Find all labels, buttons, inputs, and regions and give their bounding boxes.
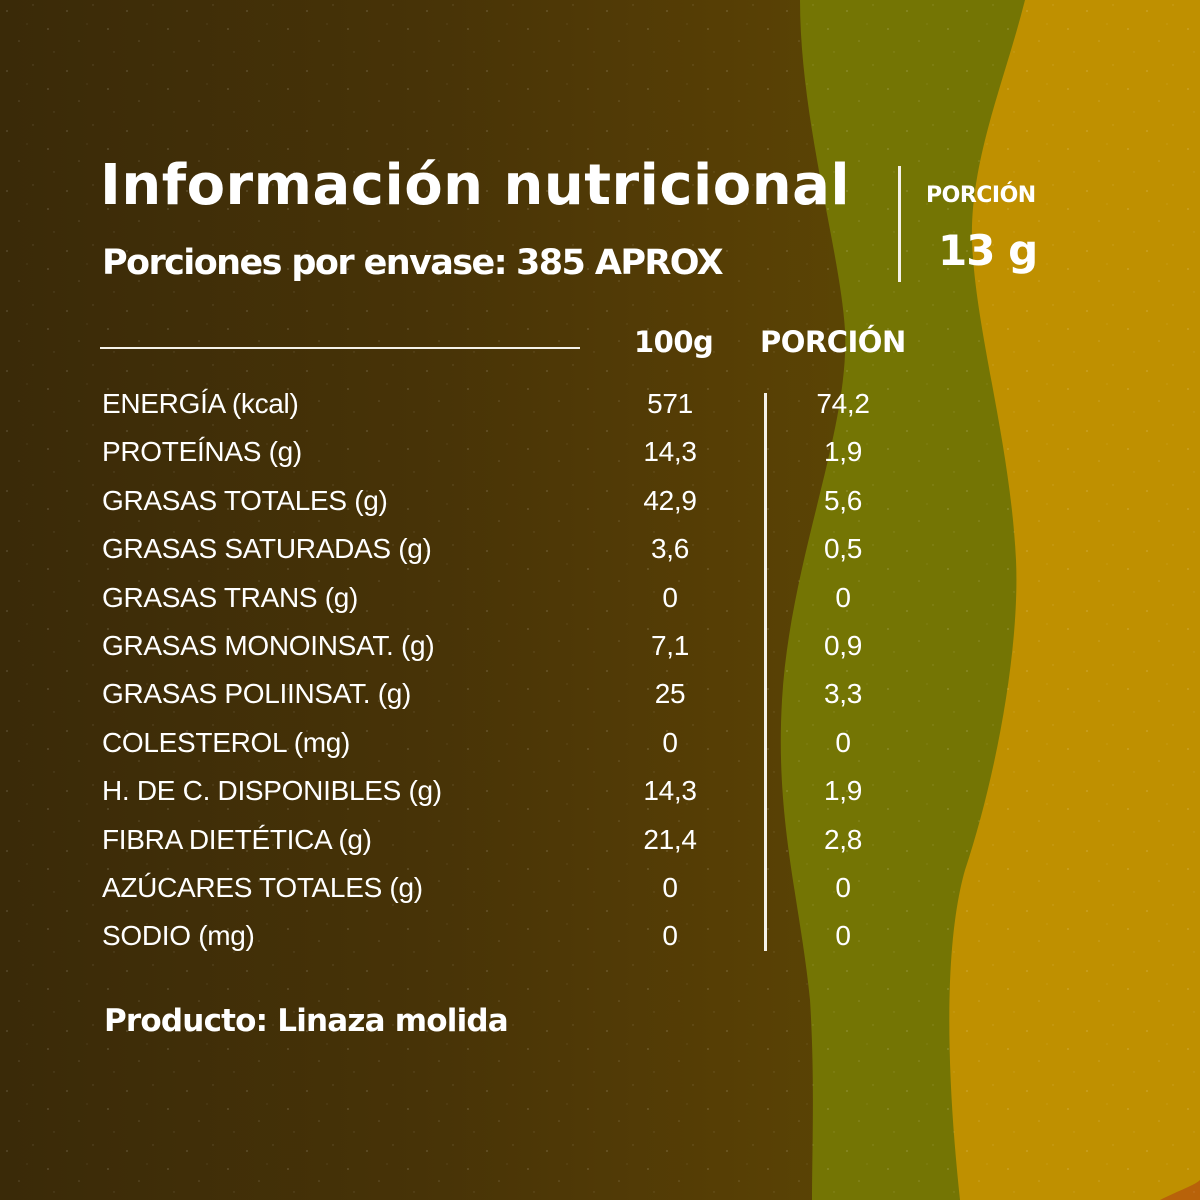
nutrient-label: AZÚCARES TOTALES (g) xyxy=(102,871,423,903)
table-header-rule xyxy=(100,347,580,349)
table-row: GRASAS MONOINSAT. (g) 7,1 0,9 xyxy=(100,622,920,670)
nutrient-label: FIBRA DIETÉTICA (g) xyxy=(102,823,372,855)
nutrient-label: GRASAS SATURADAS (g) xyxy=(102,533,432,565)
column-header-100g: 100g xyxy=(634,325,714,359)
table-row: FIBRA DIETÉTICA (g) 21,4 2,8 xyxy=(100,816,920,864)
value-per-100g: 3,6 xyxy=(650,533,690,565)
nutrient-label: GRASAS MONOINSAT. (g) xyxy=(102,629,435,661)
column-header-portion: PORCIÓN xyxy=(760,325,906,359)
servings-per-container: Porciones por envase: 385 APROX xyxy=(102,243,724,283)
value-per-portion: 0,5 xyxy=(823,533,863,565)
value-per-portion: 0 xyxy=(835,726,851,758)
portion-value: 13 g xyxy=(938,226,1038,275)
value-per-portion: 3,3 xyxy=(823,678,863,710)
value-per-portion: 1,9 xyxy=(823,775,863,807)
value-per-100g: 0 xyxy=(662,871,678,903)
value-per-100g: 14,3 xyxy=(643,436,697,468)
nutrient-label: PROTEÍNAS (g) xyxy=(102,436,302,468)
value-per-portion: 0 xyxy=(835,920,851,952)
value-per-100g: 571 xyxy=(647,388,693,419)
value-per-100g: 0 xyxy=(662,581,678,613)
servings-label: Porciones por envase: xyxy=(102,243,508,283)
table-row: ENERGÍA (kcal) 571 74,2 xyxy=(100,380,920,428)
table-row: H. DE C. DISPONIBLES (g) 14,3 1,9 xyxy=(100,767,920,815)
value-per-portion: 5,6 xyxy=(823,484,863,516)
servings-value: 385 APROX xyxy=(516,243,724,283)
product-name: Producto: Linaza molida xyxy=(104,1003,509,1039)
nutrient-label: GRASAS TRANS (g) xyxy=(102,581,359,613)
nutrient-label: SODIO (mg) xyxy=(102,920,255,952)
table-row: GRASAS TOTALES (g) 42,9 5,6 xyxy=(100,477,920,525)
value-per-100g: 14,3 xyxy=(643,775,697,807)
value-per-portion: 1,9 xyxy=(823,436,863,468)
value-per-portion: 2,8 xyxy=(823,823,863,855)
value-per-100g: 21,4 xyxy=(643,823,697,855)
table-row: COLESTEROL (mg) 0 0 xyxy=(100,719,920,767)
column-divider xyxy=(764,393,767,951)
table-row: PROTEÍNAS (g) 14,3 1,9 xyxy=(100,428,920,476)
table-row: SODIO (mg) 0 0 xyxy=(100,912,920,960)
portion-label: PORCIÓN xyxy=(926,183,1036,208)
portion-divider xyxy=(898,166,901,282)
value-per-portion: 0,9 xyxy=(823,629,863,661)
value-per-portion: 0 xyxy=(835,581,851,613)
table-row: GRASAS POLIINSAT. (g) 25 3,3 xyxy=(100,670,920,718)
table-row: GRASAS TRANS (g) 0 0 xyxy=(100,574,920,622)
value-per-portion: 74,2 xyxy=(816,388,870,419)
value-per-100g: 42,9 xyxy=(643,484,697,516)
value-per-portion: 0 xyxy=(835,871,851,903)
value-per-100g: 0 xyxy=(662,920,678,952)
value-per-100g: 0 xyxy=(662,726,678,758)
nutrient-label: ENERGÍA (kcal) xyxy=(102,388,299,419)
page-title: Información nutricional xyxy=(100,153,851,218)
nutrition-table: ENERGÍA (kcal) 571 74,2 PROTEÍNAS (g) 14… xyxy=(100,380,920,961)
value-per-100g: 7,1 xyxy=(650,629,690,661)
nutrient-label: H. DE C. DISPONIBLES (g) xyxy=(102,775,442,807)
table-row: AZÚCARES TOTALES (g) 0 0 xyxy=(100,864,920,912)
nutrient-label: GRASAS POLIINSAT. (g) xyxy=(102,678,412,710)
nutrient-label: GRASAS TOTALES (g) xyxy=(102,484,388,516)
value-per-100g: 25 xyxy=(654,678,686,710)
table-row: GRASAS SATURADAS (g) 3,6 0,5 xyxy=(100,525,920,573)
nutrient-label: COLESTEROL (mg) xyxy=(102,726,351,758)
